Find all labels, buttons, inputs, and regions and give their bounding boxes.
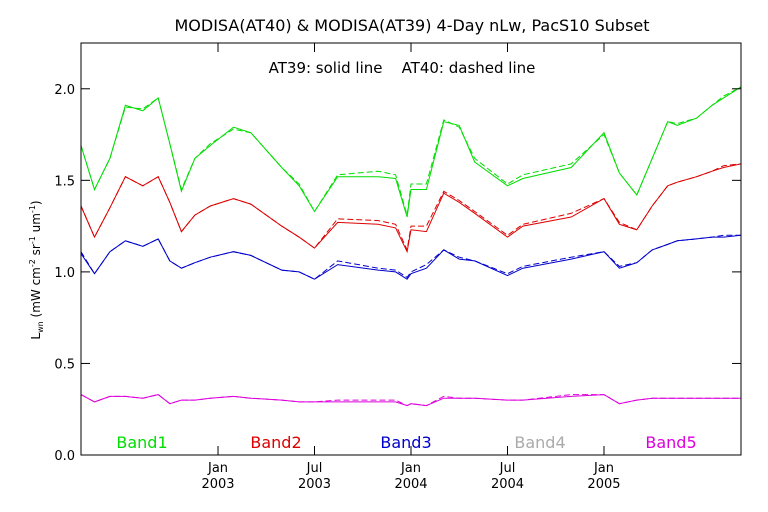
y-tick-label: 1.0 — [54, 266, 75, 281]
band3-at40-dashed-line — [80, 234, 741, 280]
x-tick-label-year: 2004 — [394, 477, 427, 492]
y-axis-label-sub: wn — [36, 321, 45, 333]
y-tick-label: 0.0 — [54, 449, 75, 464]
legend-entry-band4: Band4 — [514, 433, 565, 452]
y-tick-label: 1.5 — [54, 174, 75, 189]
legend-entry-band5: Band5 — [645, 433, 696, 452]
y-axis-label-end: um — [29, 213, 43, 236]
y-axis-label-base: L — [29, 333, 43, 340]
x-tick-label-year: 2005 — [587, 477, 620, 492]
y-axis-label-sup1: -2 — [28, 259, 37, 267]
x-tick-label-month: Jan — [593, 461, 614, 476]
x-tick-label-year: 2003 — [298, 477, 331, 492]
y-axis-label-close: ) — [29, 200, 43, 205]
x-tick-label-year: 2004 — [491, 477, 524, 492]
y-axis-label-sup3: -1 — [28, 205, 37, 213]
y-tick-label: 2.0 — [54, 83, 75, 98]
legend-entry-band1: Band1 — [116, 433, 167, 452]
y-axis-label: Lwn (mW cm-2 sr-1 um-1) — [28, 200, 45, 339]
band5-at40-dashed-line — [80, 394, 741, 407]
x-tick-label-month: Jan — [207, 461, 228, 476]
band2-at40-dashed-line — [80, 163, 742, 252]
x-tick-label-month: Jan — [400, 461, 421, 476]
legend-entry-band3: Band3 — [380, 433, 431, 452]
x-tick-label-year: 2003 — [201, 477, 234, 492]
chart-annotation: AT39: solid line AT40: dashed line — [269, 59, 536, 77]
plot-area: 0.00.51.01.52.0Jan2003Jul2003Jan2004Jul2… — [54, 42, 742, 492]
y-axis-label-rest: (mW cm — [29, 267, 43, 321]
x-tick-label-month: Jul — [306, 461, 323, 476]
legend-entry-band2: Band2 — [250, 433, 301, 452]
chart-title: MODISA(AT40) & MODISA(AT39) 4-Day nLw, P… — [174, 16, 649, 35]
x-tick-label-month: Jul — [499, 461, 516, 476]
y-axis-label-mid: sr — [29, 244, 43, 259]
band1-at40-dashed-line — [80, 86, 742, 216]
y-tick-label: 0.5 — [54, 357, 75, 372]
y-axis-label-sup2: -1 — [28, 236, 37, 244]
